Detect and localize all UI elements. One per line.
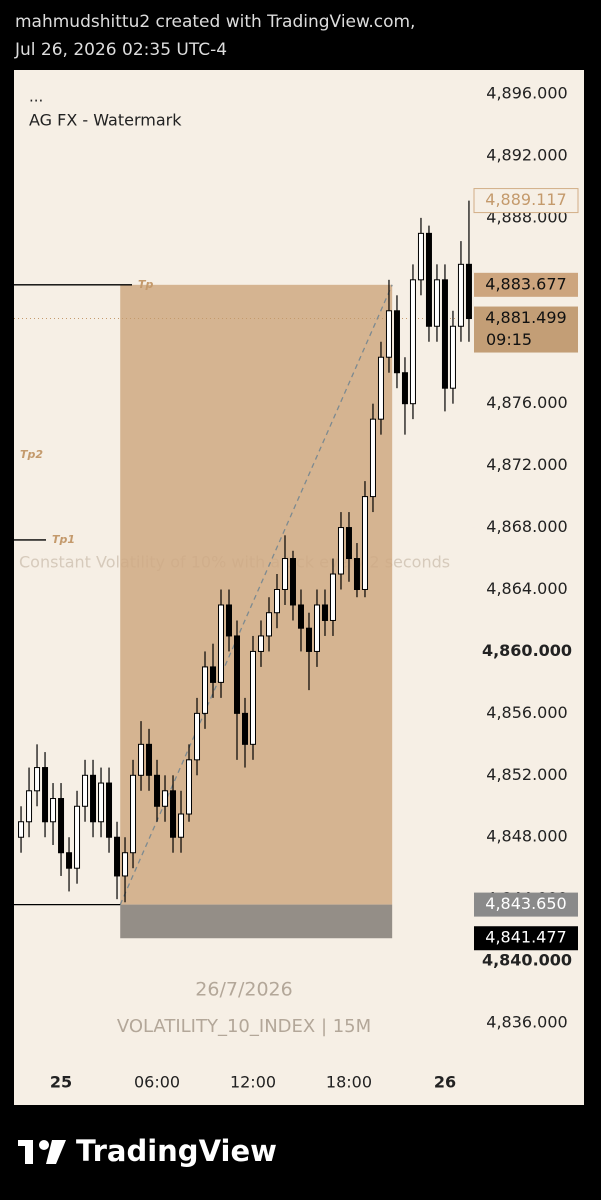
last-price-badge-label: 4,881.499 <box>485 308 566 327</box>
candle-body <box>321 604 328 621</box>
x-tick-label: 25 <box>50 1073 72 1092</box>
y-tick-label: 4,856.000 <box>486 703 567 722</box>
candle-body <box>289 558 296 606</box>
candle-body <box>401 372 408 405</box>
candle-body <box>297 604 304 629</box>
candle-body <box>313 604 320 652</box>
candle-body <box>138 743 145 776</box>
level-label: Tp2 <box>20 448 43 461</box>
logo <box>18 1140 66 1164</box>
watermark-symbol: VOLATILITY_10_INDEX | 15M <box>117 1016 371 1037</box>
candle-body <box>50 798 57 823</box>
candle-body <box>186 759 193 815</box>
candle-body <box>98 782 105 823</box>
candle-body <box>202 666 209 714</box>
candle-body <box>449 325 456 389</box>
candle-body <box>210 666 217 683</box>
x-tick-label: 18:00 <box>326 1073 372 1092</box>
candle-body <box>146 743 153 776</box>
candle-body <box>194 712 201 761</box>
target-badge-label: 4,883.677 <box>485 274 566 293</box>
y-tick-label: 4,864.000 <box>486 579 567 598</box>
candle-body <box>281 558 288 590</box>
candle-body <box>130 774 137 854</box>
candle-body <box>329 573 336 621</box>
candle-body <box>249 650 256 745</box>
y-tick-label: 4,848.000 <box>486 827 567 846</box>
high-badge <box>473 188 579 214</box>
candle-body <box>42 767 49 823</box>
target-badge <box>474 272 578 297</box>
level-label: Tp <box>138 278 154 291</box>
header-line: mahmudshittu2 created with TradingView.c… <box>15 12 415 32</box>
watermark-date: 26/7/2026 <box>195 979 292 1001</box>
y-tick-label: 4,876.000 <box>486 393 567 412</box>
candle-body <box>226 604 233 637</box>
candle-body <box>457 263 464 327</box>
y-tick-label: 4,852.000 <box>486 765 567 784</box>
candle-body <box>241 712 248 745</box>
candle-body <box>178 813 185 838</box>
candle-body <box>305 627 312 652</box>
candle-body <box>114 836 121 877</box>
candle-body <box>234 635 241 714</box>
candle-body <box>273 588 280 614</box>
y-tick-label: 4,872.000 <box>486 455 567 474</box>
x-tick-label: 26 <box>434 1073 456 1092</box>
candle-body <box>441 279 448 389</box>
candle-body <box>66 852 73 869</box>
candle-body <box>154 774 161 807</box>
y-tick-label: 4,860.000 <box>482 641 572 660</box>
candle-body <box>18 821 25 838</box>
candle-body <box>409 279 416 405</box>
candle-body <box>162 790 169 807</box>
last-price-badge <box>474 306 578 353</box>
entry-badge-label: 4,843.650 <box>485 894 566 913</box>
candle-body <box>433 279 440 327</box>
candle-body <box>337 527 344 575</box>
candle-body <box>82 774 89 807</box>
candle-body <box>377 356 384 420</box>
candle-body <box>465 263 472 320</box>
y-tick-label: 4,840.000 <box>482 951 572 970</box>
stop-badge-label: 4,841.477 <box>485 928 566 947</box>
candle-body <box>385 310 392 358</box>
high-badge-label: 4,889.117 <box>485 190 566 209</box>
legend-menu[interactable]: ... <box>29 88 43 106</box>
y-tick-label: 4,892.000 <box>486 145 567 164</box>
legend-title: AG FX - Watermark <box>29 111 182 130</box>
candle-body <box>345 527 352 560</box>
header-line: Jul 26, 2026 02:35 UTC-4 <box>14 40 227 60</box>
candle-body <box>26 790 33 823</box>
candle-body <box>218 604 225 683</box>
candle-body <box>361 496 368 590</box>
candle-body <box>106 782 113 838</box>
candle-body <box>170 790 177 838</box>
candle-body <box>34 767 41 792</box>
level-label: Tp1 <box>52 533 75 546</box>
candle-body <box>417 232 424 281</box>
brand: TradingView <box>76 1134 277 1168</box>
candle-body <box>353 558 360 590</box>
stop-zone <box>120 904 393 939</box>
candle-body <box>265 612 272 637</box>
candle-body <box>90 774 97 823</box>
countdown: 09:15 <box>486 330 532 349</box>
y-tick-label: 4,836.000 <box>486 1013 567 1032</box>
candle-body <box>369 418 376 498</box>
candle-body <box>257 635 264 652</box>
candle-body <box>122 852 129 877</box>
entry-badge <box>474 892 578 917</box>
y-tick-label: 4,868.000 <box>486 517 567 536</box>
candle-body <box>393 310 400 374</box>
candle-body <box>425 232 432 327</box>
candle-body <box>74 805 81 869</box>
y-tick-label: 4,896.000 <box>486 84 567 103</box>
stop-badge <box>474 926 578 951</box>
x-tick-label: 06:00 <box>134 1073 180 1092</box>
candle-body <box>58 798 65 854</box>
x-tick-label: 12:00 <box>230 1073 276 1092</box>
